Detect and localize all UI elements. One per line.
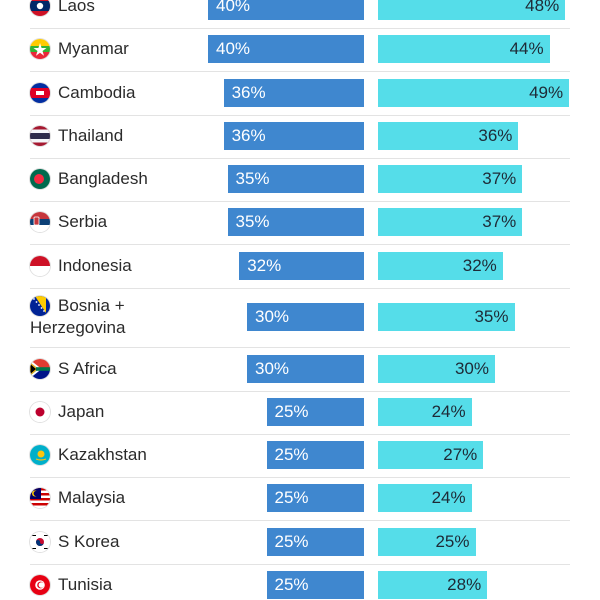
- myanmar-flag-icon: [30, 39, 50, 59]
- row-separator: [30, 520, 570, 521]
- country-label: Tunisia: [58, 575, 113, 594]
- row-separator: [30, 115, 570, 116]
- row-separator: [30, 201, 570, 202]
- right-bar: 25%: [378, 528, 476, 556]
- right-bar-label: 28%: [447, 575, 482, 594]
- right-bar: 36%: [378, 122, 519, 150]
- right-bar-label: 30%: [454, 359, 489, 378]
- right-bar-label: 25%: [435, 532, 470, 551]
- thailand-flag-icon: [30, 126, 50, 146]
- row-separator: [30, 71, 570, 72]
- country-label: Laos: [58, 0, 95, 15]
- left-bar: 30%: [247, 303, 364, 331]
- right-bar-label: 35%: [474, 307, 509, 326]
- indonesia-flag-icon: [30, 256, 50, 276]
- right-bar: 28%: [378, 571, 488, 599]
- left-bar-label: 40%: [216, 39, 251, 58]
- right-bar: 27%: [378, 441, 484, 469]
- right-bar: 44%: [378, 35, 550, 63]
- country-label: Japan: [58, 402, 105, 421]
- left-bar-label: 25%: [274, 575, 309, 594]
- tunisia-flag-icon: [30, 575, 50, 595]
- row-separator: [30, 434, 570, 435]
- country-label: Myanmar: [58, 39, 129, 58]
- left-bar: 40%: [208, 35, 364, 63]
- left-bar-label: 35%: [235, 169, 270, 188]
- country-label: Bangladesh: [58, 169, 148, 188]
- right-bar-label: 24%: [431, 402, 466, 421]
- row-separator: [30, 288, 570, 289]
- left-bar-label: 36%: [231, 83, 266, 102]
- left-bar: 35%: [227, 208, 364, 236]
- laos-flag-icon: [30, 0, 50, 16]
- left-bar-label: 30%: [255, 307, 290, 326]
- left-bar: 36%: [223, 79, 364, 107]
- left-bar: 35%: [227, 165, 364, 193]
- right-bar: 37%: [378, 165, 523, 193]
- right-bar-label: 48%: [525, 0, 560, 15]
- right-bar-label: 44%: [509, 39, 544, 58]
- left-bar: 40%: [208, 0, 364, 20]
- right-bar-label: 49%: [529, 83, 564, 102]
- left-bar: 25%: [266, 571, 364, 599]
- left-bar-label: 25%: [274, 488, 309, 507]
- kazakhstan-flag-icon: [30, 445, 50, 465]
- row-separator: [30, 347, 570, 348]
- row-separator: [30, 564, 570, 565]
- country-label: S Africa: [58, 359, 117, 378]
- row-separator: [30, 244, 570, 245]
- right-bar-label: 24%: [431, 488, 466, 507]
- left-bar-label: 30%: [255, 359, 290, 378]
- country-label: Bosnia + Herzegovina: [30, 296, 126, 337]
- south-africa-flag-icon: [30, 359, 50, 379]
- left-bar-label: 25%: [274, 402, 309, 421]
- japan-flag-icon: [30, 402, 50, 422]
- left-bar: 30%: [247, 355, 364, 383]
- right-bar: 35%: [378, 303, 515, 331]
- left-bar-label: 36%: [231, 126, 266, 145]
- right-bar-label: 37%: [482, 169, 517, 188]
- left-bar-label: 32%: [247, 256, 282, 275]
- cambodia-flag-icon: [30, 83, 50, 103]
- bosnia-flag-icon: [30, 296, 50, 316]
- row-separator: [30, 391, 570, 392]
- country-label: Kazakhstan: [58, 445, 147, 464]
- right-bar: 24%: [378, 398, 472, 426]
- row-separator: [30, 477, 570, 478]
- row-separator: [30, 28, 570, 29]
- malaysia-flag-icon: [30, 488, 50, 508]
- right-bar-label: 36%: [478, 126, 513, 145]
- left-bar: 25%: [266, 441, 364, 469]
- right-bar: 37%: [378, 208, 523, 236]
- row-separator: [30, 158, 570, 159]
- south-korea-flag-icon: [30, 532, 50, 552]
- country-label: Indonesia: [58, 256, 132, 275]
- right-bar: 32%: [378, 252, 503, 280]
- country-label: Thailand: [58, 126, 124, 145]
- country-label: Cambodia: [58, 83, 136, 102]
- left-bar-label: 40%: [216, 0, 251, 15]
- bangladesh-flag-icon: [30, 169, 50, 189]
- right-bar: 48%: [378, 0, 566, 20]
- right-bar: 24%: [378, 484, 472, 512]
- left-bar: 25%: [266, 484, 364, 512]
- country-label: Serbia: [58, 212, 108, 231]
- right-bar-label: 27%: [443, 445, 478, 464]
- right-bar-label: 32%: [462, 256, 497, 275]
- country-label: S Korea: [58, 532, 120, 551]
- left-bar: 32%: [239, 252, 364, 280]
- left-bar-label: 25%: [274, 445, 309, 464]
- right-bar: 49%: [378, 79, 570, 107]
- right-bar-label: 37%: [482, 212, 517, 231]
- left-bar-label: 35%: [235, 212, 270, 231]
- left-bar: 25%: [266, 528, 364, 556]
- left-bar-label: 25%: [274, 532, 309, 551]
- serbia-flag-icon: [30, 212, 50, 232]
- left-bar: 25%: [266, 398, 364, 426]
- country-label: Malaysia: [58, 488, 126, 507]
- left-bar: 36%: [223, 122, 364, 150]
- right-bar: 30%: [378, 355, 495, 383]
